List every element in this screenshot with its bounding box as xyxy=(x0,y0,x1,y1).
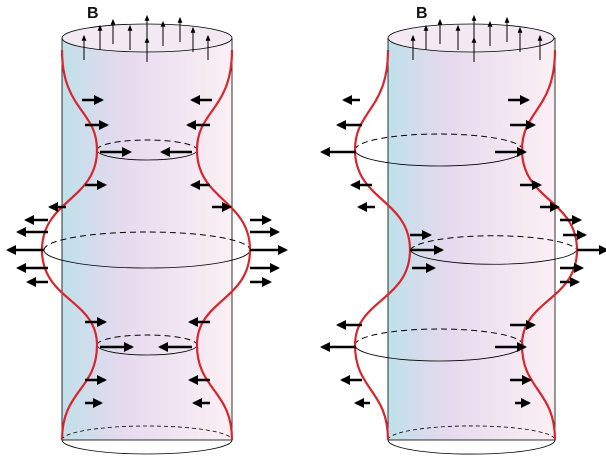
sausage-tube: B xyxy=(42,5,250,454)
field-label: B xyxy=(87,5,99,22)
kink-tube: B xyxy=(355,5,577,454)
diagram: B B xyxy=(0,0,606,474)
field-label: B xyxy=(416,5,428,22)
